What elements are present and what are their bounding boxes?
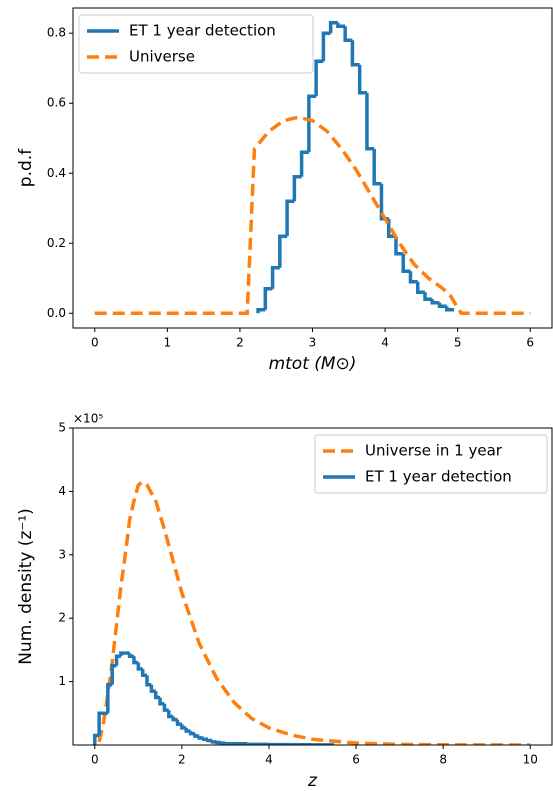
- histogram-step: [256, 308, 266, 314]
- legend-box: [314, 434, 548, 494]
- axes-frame: [72, 427, 553, 746]
- histogram-step: [206, 738, 213, 743]
- histogram-step: [321, 31, 331, 62]
- y-axis-label: p.d.f: [16, 148, 36, 187]
- histogram-step: [180, 724, 187, 730]
- legend-label: Universe: [129, 48, 195, 66]
- histogram-step: [97, 711, 104, 736]
- y-tick-label: 1: [58, 674, 66, 688]
- histogram-step: [430, 299, 440, 305]
- line: [94, 115, 531, 316]
- x-tick-label: 1: [164, 336, 172, 350]
- histogram-step: [210, 740, 217, 744]
- histogram-step: [437, 302, 447, 309]
- histogram-step: [132, 656, 139, 665]
- histogram-step: [415, 281, 425, 295]
- histogram-step: [201, 737, 208, 742]
- offset-text: ×10⁵: [73, 412, 103, 426]
- histogram-step: [114, 654, 121, 666]
- x-tick-label: 6: [526, 336, 534, 350]
- x-tick-label: 0: [91, 753, 99, 767]
- x-tick-label: 6: [352, 753, 360, 767]
- x-axis-label: mtot (M⊙): [269, 354, 357, 374]
- x-axis-label: z: [307, 771, 318, 791]
- histogram-step: [350, 40, 360, 67]
- x-tick-label: 2: [236, 336, 244, 350]
- y-tick-label: 0.8: [47, 26, 66, 40]
- histogram-step: [184, 727, 191, 733]
- histogram-step: [343, 26, 353, 42]
- histogram-step: [214, 740, 222, 745]
- histogram-step: [167, 710, 174, 719]
- histogram-step: [328, 20, 338, 34]
- y-tick-label: 0.4: [47, 166, 66, 180]
- histogram-step: [149, 684, 156, 693]
- histogram-step: [292, 175, 302, 202]
- y-tick-label: 5: [58, 421, 66, 435]
- y-axis-label: Num. density (z⁻¹): [16, 508, 36, 665]
- line: [97, 479, 531, 745]
- histogram-step: [136, 662, 143, 671]
- histogram-step: [394, 236, 404, 256]
- histogram-step: [314, 59, 324, 97]
- histogram-step: [408, 271, 418, 284]
- histogram-step: [119, 651, 126, 657]
- y-tick-label: 2: [58, 611, 66, 625]
- histogram-step: [263, 287, 273, 310]
- x-tick-label: 0: [91, 336, 99, 350]
- histogram-step: [423, 292, 433, 302]
- histogram-step: [357, 64, 367, 95]
- histogram-step: [153, 691, 161, 700]
- x-tick-label: 8: [439, 753, 447, 767]
- histogram-step: [365, 92, 375, 151]
- histogram-step: [106, 683, 113, 714]
- histogram-step: [127, 653, 134, 658]
- histogram-step: [299, 150, 309, 177]
- histogram-step: [175, 719, 182, 726]
- y-tick-label: 0.6: [47, 96, 66, 110]
- legend-label: ET 1 year detection: [365, 468, 512, 486]
- histogram-step: [158, 697, 165, 706]
- legend-label: ET 1 year detection: [129, 22, 276, 40]
- histogram-step: [145, 675, 152, 687]
- histogram-step: [193, 733, 200, 738]
- axes-frame: [72, 7, 553, 329]
- x-tick-label: 4: [265, 753, 273, 767]
- y-tick-label: 0.0: [47, 306, 66, 320]
- histogram-step: [278, 234, 288, 268]
- y-tick-label: 0.2: [47, 236, 66, 250]
- histogram-step: [188, 731, 195, 736]
- y-tick-label: 4: [58, 484, 66, 498]
- histogram-step: [223, 741, 248, 745]
- y-tick-label: 3: [58, 547, 66, 561]
- x-tick-label: 10: [523, 753, 538, 767]
- histogram-step: [219, 741, 226, 745]
- x-tick-label: 5: [454, 336, 462, 350]
- histogram-step: [336, 22, 346, 28]
- histogram-step: [401, 253, 411, 274]
- histogram-step: [140, 668, 148, 678]
- histogram-step: [285, 199, 295, 237]
- legend-label: Universe in 1 year: [365, 442, 503, 460]
- histogram-step: [162, 703, 169, 712]
- x-tick-label: 4: [381, 336, 389, 350]
- histogram-step: [110, 664, 117, 685]
- histogram-step: [270, 266, 280, 289]
- histogram-step: [197, 736, 204, 740]
- x-tick-label: 3: [309, 336, 317, 350]
- histogram-step: [307, 94, 317, 153]
- histogram-step: [372, 148, 382, 186]
- histogram-step: [445, 306, 455, 312]
- histogram-step: [171, 716, 178, 722]
- legend-box: [78, 14, 314, 74]
- histogram-step: [245, 742, 269, 745]
- x-tick-label: 2: [178, 753, 186, 767]
